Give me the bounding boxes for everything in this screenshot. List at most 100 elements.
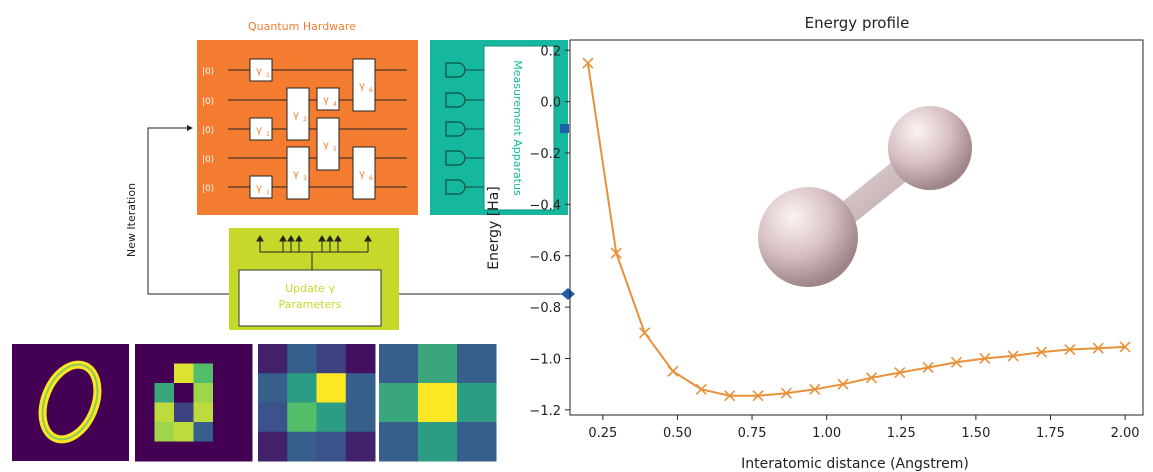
gate-subscript: 4 xyxy=(333,101,337,108)
new-iteration-label: New Iteration xyxy=(125,183,138,257)
gate-label: γ xyxy=(256,125,262,136)
digit-pixel xyxy=(154,441,175,462)
digit-pixel xyxy=(258,373,288,403)
digit-pixel xyxy=(457,383,497,423)
data-point xyxy=(695,383,707,395)
hydrogen-atom-right xyxy=(888,106,972,190)
meter-icon xyxy=(445,179,466,195)
digit-pixel xyxy=(174,363,194,384)
data-point xyxy=(837,378,849,390)
digit-zero-edge xyxy=(41,363,99,441)
data-point xyxy=(1064,343,1076,356)
digit-pixel xyxy=(287,402,317,433)
measurement-meters xyxy=(445,62,484,195)
gate-box xyxy=(249,58,273,82)
data-point xyxy=(610,247,622,259)
digit-pixel xyxy=(154,383,175,403)
digit-pixel xyxy=(135,383,155,403)
gate-subscript: 2 xyxy=(303,116,307,123)
digit-pixel xyxy=(135,422,155,442)
gate-subscript: 5 xyxy=(333,146,337,153)
chart-title: Energy profile xyxy=(805,14,910,32)
digit-pixel xyxy=(258,402,288,433)
x-tick-label: 1.25 xyxy=(887,426,916,441)
digit-pixel xyxy=(316,431,347,462)
gate-subscript: 1 xyxy=(266,131,270,138)
digit-pixel xyxy=(457,344,497,384)
gate-box xyxy=(352,146,376,200)
digit-thumbnails xyxy=(12,344,497,462)
digit-pixel xyxy=(174,383,194,403)
digit-pixel xyxy=(232,383,253,403)
gate-box xyxy=(352,58,376,112)
digit-pixel xyxy=(193,344,214,364)
digit-pixel xyxy=(193,441,214,462)
data-point xyxy=(780,387,792,399)
digit-pixel xyxy=(193,422,214,442)
data-point xyxy=(1092,342,1104,354)
data-point xyxy=(809,383,821,395)
qubit-label: |0⟩ xyxy=(202,67,214,77)
digit-pixel xyxy=(193,383,214,403)
digit-pixel xyxy=(213,344,233,364)
digit-pixel xyxy=(258,344,288,374)
digit-pixel xyxy=(345,344,376,374)
digit-pixel xyxy=(135,344,155,364)
digit-pixel xyxy=(379,383,419,423)
gate-box xyxy=(316,87,340,111)
digit-pixel xyxy=(213,441,233,462)
digit-pixel xyxy=(135,441,155,462)
y-tick-label: −1.0 xyxy=(529,352,561,367)
y-tick-label: 0.0 xyxy=(540,96,561,111)
meter-icon xyxy=(445,150,466,166)
x-tick-label: 0.50 xyxy=(663,426,692,441)
gate-subscript: 6 xyxy=(369,175,373,182)
quantum-hardware-title: Quantum Hardware xyxy=(248,20,356,33)
data-point xyxy=(667,365,679,377)
digit-pixel xyxy=(287,431,317,462)
gate-subscript: 1 xyxy=(266,72,270,79)
plot-frame xyxy=(569,39,1144,416)
digit-pixel xyxy=(379,422,419,462)
digit-pixel xyxy=(213,402,233,423)
digit-pixel xyxy=(135,363,155,384)
gate-box xyxy=(286,146,310,200)
digit-pixel xyxy=(232,422,253,442)
chart-axes: 0.25 0.50 0.75 1.00 1.25 1.50 1.75 2.00 0.2 0.0 −0… xyxy=(529,39,1144,441)
gate-label: γ xyxy=(359,169,365,180)
gate-label: γ xyxy=(293,110,299,121)
digit-pixel xyxy=(154,402,175,423)
data-point xyxy=(950,356,963,368)
gate-box xyxy=(286,87,310,141)
x-tick-label: 0.25 xyxy=(588,426,617,441)
qubit-label: |0⟩ xyxy=(202,155,214,165)
digit-pixel xyxy=(379,344,419,384)
gate-subscript: 3 xyxy=(303,175,307,182)
y-tick-label: −1.2 xyxy=(529,404,561,419)
digit-zero-full xyxy=(12,344,129,461)
x-tick-label: 0.75 xyxy=(738,426,767,441)
gate-box xyxy=(316,117,340,171)
digit-pixel xyxy=(457,422,497,462)
qubit-label: |0⟩ xyxy=(202,126,214,136)
gate-label: γ xyxy=(256,66,262,77)
data-point xyxy=(1007,350,1019,362)
gate-label: γ xyxy=(256,183,262,194)
data-point xyxy=(1119,341,1131,353)
digit-pixel xyxy=(174,402,194,423)
qubit-label: |0⟩ xyxy=(202,184,214,194)
digit-pixel xyxy=(287,373,317,403)
vqe-diagram: Quantum Hardware |0⟩|0⟩|0⟩|0⟩|0⟩ γ 1γ 1γ 1γ… xyxy=(125,20,575,330)
energy-line xyxy=(586,62,1126,397)
digit-pixel xyxy=(154,344,175,364)
digit-pixel xyxy=(213,422,233,442)
digit-pixel xyxy=(174,344,194,364)
measurement-inner-panel xyxy=(483,45,555,211)
digit-pixel xyxy=(232,441,253,462)
digit-pixel xyxy=(174,441,194,462)
digit-pixel xyxy=(193,402,214,423)
digit-pixel xyxy=(213,383,233,403)
x-tick-label: 1.00 xyxy=(812,426,841,441)
digit-pixel xyxy=(345,431,376,462)
